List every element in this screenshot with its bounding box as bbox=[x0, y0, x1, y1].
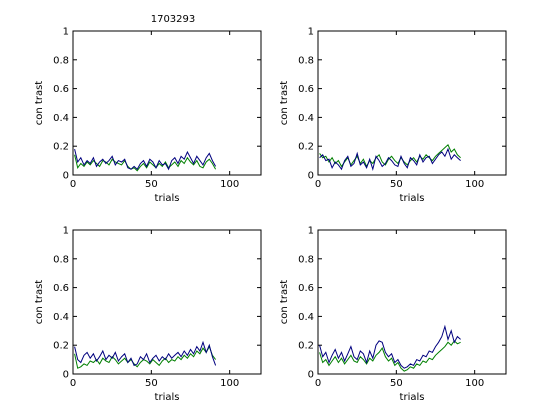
x-tick-label: 50 bbox=[390, 378, 403, 389]
y-axis-label: con trast bbox=[279, 81, 290, 126]
subplot-3: 0 0.2 0.4 0.6 0.8 1 0 50 100 trials con trast bbox=[34, 226, 262, 403]
axes-frame bbox=[72, 229, 262, 375]
y-tick-label: 0.8 bbox=[298, 254, 314, 265]
series-line-1 bbox=[74, 345, 217, 369]
y-tick-label: 0.8 bbox=[53, 254, 69, 265]
y-tick-label: 1 bbox=[63, 226, 69, 237]
y-tick-label: 0.2 bbox=[298, 341, 314, 352]
subplot-4: 0 0.2 0.4 0.6 0.8 1 0 50 100 trials con trast bbox=[279, 226, 507, 403]
series-line-2 bbox=[319, 324, 461, 369]
subplot-2: 0 0.2 0.4 0.6 0.8 1 0 50 100 trials con trast bbox=[279, 27, 507, 204]
figure-title: 1703293 bbox=[151, 14, 196, 25]
series-line-1 bbox=[319, 340, 461, 372]
series-line-2 bbox=[319, 147, 461, 172]
y-tick-label: 0.6 bbox=[53, 283, 69, 294]
y-axis-label: con trast bbox=[279, 280, 290, 325]
x-tick-label: 100 bbox=[220, 378, 239, 389]
x-tick-label: 0 bbox=[315, 179, 321, 190]
x-tick-label: 50 bbox=[145, 378, 158, 389]
x-tick-label: 0 bbox=[70, 378, 76, 389]
series-line-2 bbox=[74, 148, 217, 171]
x-tick-label: 50 bbox=[390, 179, 403, 190]
series-line-2 bbox=[74, 340, 217, 367]
y-tick-label: 0.8 bbox=[53, 55, 69, 66]
y-tick-label: 0.6 bbox=[53, 84, 69, 95]
subplot-1: 0 0.2 0.4 0.6 0.8 1 0 50 100 trials con trast bbox=[34, 27, 262, 204]
x-tick-label: 0 bbox=[315, 378, 321, 389]
y-tick-label: 0.4 bbox=[53, 312, 69, 323]
y-axis-label: con trast bbox=[34, 81, 45, 126]
axes-frame bbox=[72, 30, 262, 176]
y-tick-label: 0.4 bbox=[298, 312, 314, 323]
y-tick-label: 1 bbox=[308, 27, 314, 38]
x-axis-label: trials bbox=[400, 392, 425, 403]
y-tick-label: 1 bbox=[63, 27, 69, 38]
x-tick-label: 100 bbox=[465, 378, 484, 389]
x-tick-label: 50 bbox=[145, 179, 158, 190]
x-tick-label: 100 bbox=[220, 179, 239, 190]
y-tick-label: 1 bbox=[308, 226, 314, 237]
y-tick-label: 0.2 bbox=[53, 142, 69, 153]
x-tick-label: 0 bbox=[70, 179, 76, 190]
x-axis-label: trials bbox=[155, 392, 180, 403]
y-tick-label: 0.6 bbox=[298, 283, 314, 294]
y-tick-label: 0.8 bbox=[298, 55, 314, 66]
y-tick-label: 0 bbox=[63, 171, 69, 182]
y-tick-label: 0.2 bbox=[53, 341, 69, 352]
y-tick-label: 0 bbox=[308, 171, 314, 182]
y-tick-label: 0.2 bbox=[298, 142, 314, 153]
x-tick-label: 100 bbox=[465, 179, 484, 190]
y-tick-label: 0.4 bbox=[53, 113, 69, 124]
x-axis-label: trials bbox=[155, 193, 180, 204]
x-axis-label: trials bbox=[400, 193, 425, 204]
axes-frame bbox=[317, 229, 507, 375]
y-tick-label: 0.4 bbox=[298, 113, 314, 124]
y-tick-label: 0 bbox=[308, 370, 314, 381]
series-line-1 bbox=[319, 143, 461, 168]
y-tick-label: 0.6 bbox=[298, 84, 314, 95]
y-axis-label: con trast bbox=[34, 280, 45, 325]
axes-frame bbox=[317, 30, 507, 176]
y-tick-label: 0 bbox=[63, 370, 69, 381]
